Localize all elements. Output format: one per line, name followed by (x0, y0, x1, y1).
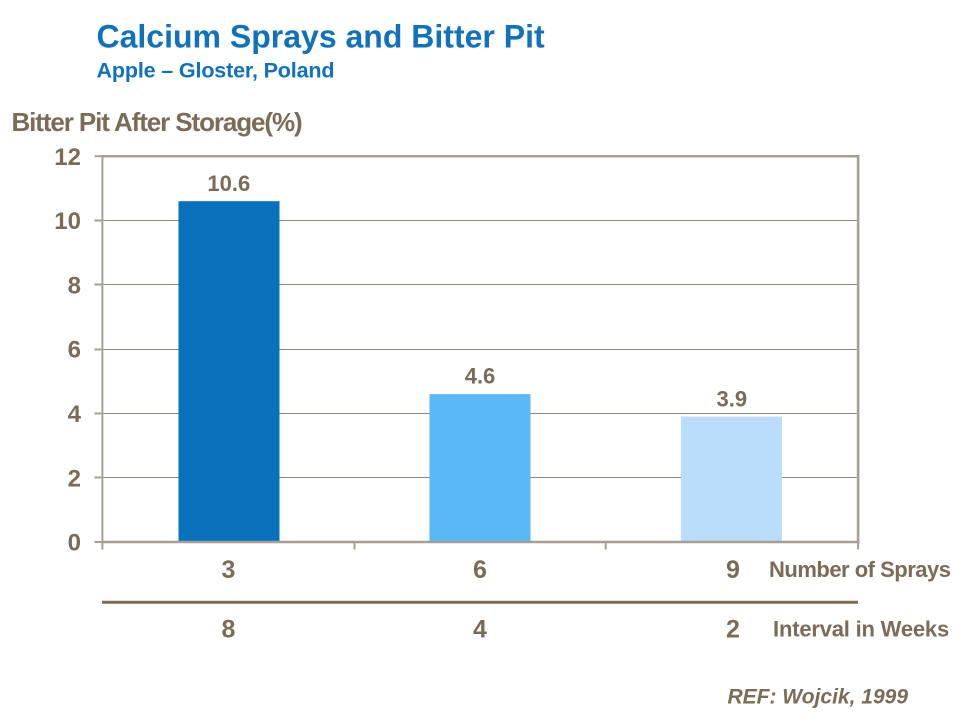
svg-text:8: 8 (68, 273, 81, 300)
svg-text:10: 10 (54, 208, 81, 235)
svg-text:0: 0 (68, 530, 81, 557)
svg-text:12: 12 (54, 144, 81, 171)
svg-text:6: 6 (473, 556, 487, 584)
svg-text:8: 8 (222, 616, 236, 644)
svg-text:Calcium Sprays and Bitter Pit: Calcium Sprays and Bitter Pit (97, 19, 545, 55)
svg-text:REF: Wojcik, 1999: REF: Wojcik, 1999 (727, 686, 908, 709)
svg-text:Number of Sprays: Number of Sprays (769, 557, 951, 582)
svg-text:2: 2 (68, 465, 81, 492)
svg-text:4.6: 4.6 (465, 364, 496, 389)
svg-text:3: 3 (222, 556, 236, 584)
svg-text:4: 4 (473, 616, 487, 644)
svg-text:Apple – Gloster, Poland: Apple – Gloster, Poland (97, 59, 335, 83)
svg-text:3.9: 3.9 (717, 386, 748, 411)
svg-text:Interval in Weeks: Interval in Weeks (773, 616, 949, 641)
svg-text:9: 9 (726, 556, 740, 584)
svg-text:Bitter Pit After Storage(%): Bitter Pit After Storage(%) (12, 107, 302, 137)
svg-text:10.6: 10.6 (207, 171, 250, 196)
svg-text:2: 2 (726, 616, 740, 644)
svg-text:4: 4 (68, 401, 82, 428)
svg-text:6: 6 (68, 337, 81, 364)
